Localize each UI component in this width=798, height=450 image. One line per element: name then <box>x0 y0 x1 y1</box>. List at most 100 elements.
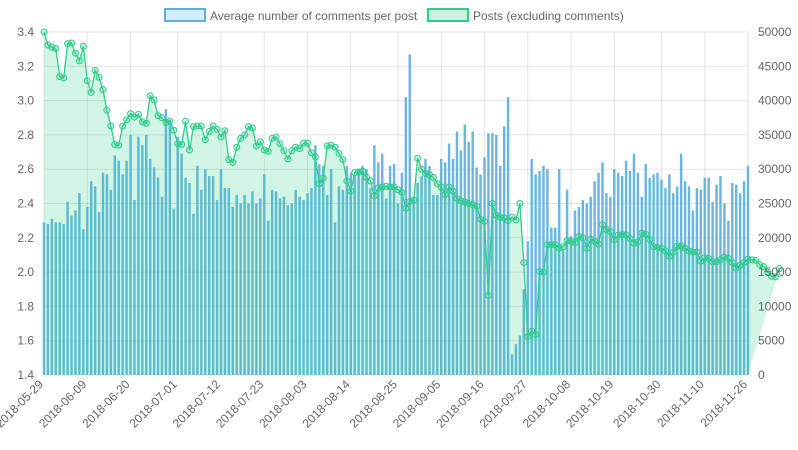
y-left-tick-label: 2.4 <box>17 197 34 211</box>
bar <box>652 174 655 375</box>
area-point <box>370 192 378 200</box>
area-point <box>445 183 453 191</box>
bar <box>384 198 388 375</box>
area-point <box>40 28 48 36</box>
area-point <box>461 198 469 206</box>
bar <box>711 201 714 375</box>
area-point <box>197 122 205 130</box>
bar <box>644 164 647 375</box>
area-point <box>103 106 111 114</box>
legend-swatch-posts <box>427 8 469 22</box>
area-point <box>418 165 426 173</box>
legend-item-posts[interactable]: Posts (excluding comments) <box>427 8 624 23</box>
area-point <box>720 253 728 261</box>
legend[interactable]: Average number of comments per post Post… <box>164 8 624 23</box>
legend-label-posts: Posts (excluding comments) <box>473 9 624 23</box>
area-point <box>296 145 304 153</box>
bar <box>628 170 632 375</box>
bar <box>723 203 726 375</box>
area-point <box>756 261 764 269</box>
bar <box>286 205 290 375</box>
bar <box>361 165 364 375</box>
bar <box>168 119 172 375</box>
bar <box>137 136 140 375</box>
bar <box>353 176 356 375</box>
bar <box>74 210 77 375</box>
area-point <box>677 242 685 250</box>
bar <box>396 203 400 375</box>
area-point <box>453 195 461 203</box>
bar <box>176 136 179 375</box>
bar <box>148 158 152 375</box>
bar <box>42 222 46 375</box>
bar <box>561 249 565 375</box>
bar <box>152 167 156 375</box>
bar <box>695 188 699 375</box>
area-point <box>402 204 410 212</box>
area-point <box>221 127 229 135</box>
legend-item-bars[interactable]: Average number of comments per post <box>164 8 418 23</box>
area-series-points <box>40 28 783 341</box>
area-point <box>492 211 500 219</box>
area-point <box>398 189 406 197</box>
bar <box>632 153 636 375</box>
area-point <box>75 57 83 65</box>
area-point <box>256 138 264 146</box>
bar <box>290 203 293 375</box>
bar <box>660 179 663 375</box>
area-point <box>583 244 591 252</box>
bar <box>192 213 195 375</box>
area-point <box>233 143 241 151</box>
bar <box>188 182 191 375</box>
bar <box>703 177 706 375</box>
area-point <box>359 167 367 175</box>
area-point <box>95 73 103 81</box>
bar <box>550 227 553 375</box>
area-point <box>134 110 142 118</box>
bar <box>117 160 120 375</box>
area-point <box>264 147 272 155</box>
bar <box>624 160 628 375</box>
y-right-tick-label: 45000 <box>758 59 792 73</box>
bar <box>514 344 518 375</box>
y-right-tick-label: 35000 <box>758 128 792 142</box>
bar <box>219 169 223 375</box>
area-point <box>280 147 288 155</box>
bar <box>581 200 585 375</box>
area-point <box>469 201 477 209</box>
bar <box>196 165 199 375</box>
area-point <box>665 252 673 260</box>
bar <box>609 196 612 375</box>
area-point <box>575 232 583 240</box>
bar <box>668 174 671 375</box>
bar <box>247 203 250 375</box>
bar <box>294 189 297 375</box>
area-point <box>245 123 253 131</box>
bar <box>282 196 286 375</box>
area-point <box>559 243 567 251</box>
y-right-tick-label: 50000 <box>758 25 792 39</box>
bar <box>325 194 329 375</box>
bar <box>129 134 132 375</box>
bar <box>432 194 435 375</box>
bar <box>251 191 254 375</box>
bar <box>54 222 58 375</box>
area-point <box>457 197 465 205</box>
bar <box>526 241 529 375</box>
y-right-tick-label: 30000 <box>758 162 792 176</box>
area-point <box>292 143 300 151</box>
bar <box>534 174 537 375</box>
area-point <box>669 248 677 256</box>
bar <box>475 167 478 375</box>
area-point <box>48 43 56 51</box>
area-point <box>68 39 76 47</box>
area-point <box>331 143 339 151</box>
bar <box>679 153 683 375</box>
bar <box>557 169 561 375</box>
area-point <box>484 291 492 299</box>
area-point <box>241 131 249 139</box>
area-point <box>602 226 610 234</box>
area-point <box>182 117 190 125</box>
area-point <box>107 122 115 130</box>
area-point <box>229 158 237 166</box>
